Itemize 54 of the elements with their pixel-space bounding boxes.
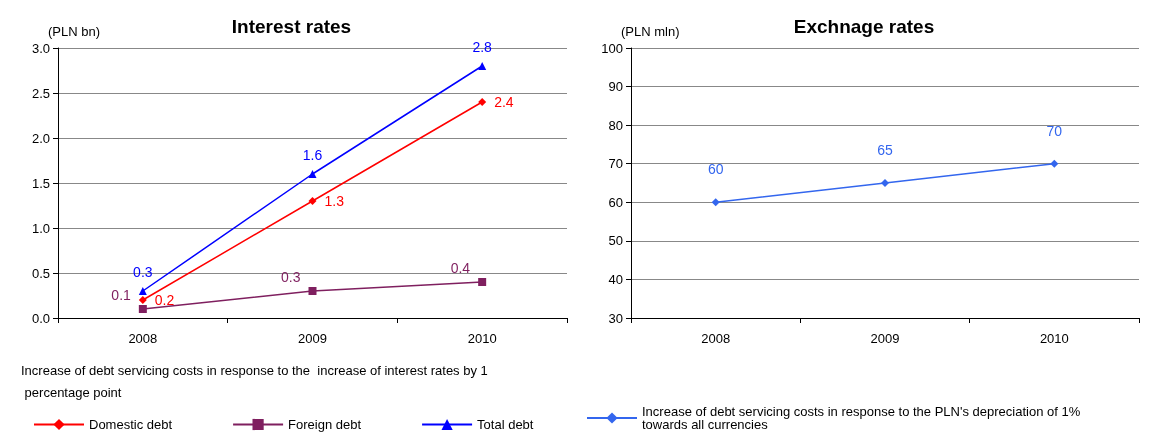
x-tick-label: 2010 xyxy=(467,331,497,346)
y-tick-label: 50 xyxy=(608,233,623,249)
y-tick-label: 0.5 xyxy=(31,265,50,281)
y-axis-title: (PLN mln) xyxy=(621,24,680,39)
x-tick-label: 2010 xyxy=(1039,331,1069,346)
legend-label: Increase of debt servicing costs in response to the PLN's depreciation of 1% towards all currencies xyxy=(642,404,1084,432)
y-tick-label: 1.5 xyxy=(31,175,50,191)
point xyxy=(881,179,889,187)
data-label: 0.1 xyxy=(111,287,132,303)
data-label: 0.3 xyxy=(133,264,153,280)
point xyxy=(308,197,317,205)
legend-label: Foreign debt xyxy=(288,417,362,432)
data-label: 0.3 xyxy=(281,269,301,285)
point xyxy=(478,98,487,106)
point xyxy=(478,278,487,286)
legend-label: Total debt xyxy=(477,417,534,432)
y-axis-title: (PLN bn) xyxy=(48,24,101,39)
point xyxy=(1050,159,1059,168)
chart-title: Exchnage rates xyxy=(793,16,935,37)
x-tick-label: 2009 xyxy=(298,331,327,346)
y-tick-label: 2.0 xyxy=(31,130,50,146)
data-label: 1.6 xyxy=(302,147,323,163)
y-tick-label: 80 xyxy=(608,117,623,133)
point xyxy=(308,170,317,178)
point xyxy=(478,62,487,70)
y-tick-label: 60 xyxy=(608,194,623,210)
y-tick-label: 2.5 xyxy=(31,85,50,101)
y-tick-label: 3.0 xyxy=(31,40,50,56)
point xyxy=(138,296,147,304)
chart-title: Interest rates xyxy=(231,16,352,37)
x-tick-label: 2008 xyxy=(701,331,731,346)
data-label: 2.4 xyxy=(494,94,514,110)
y-tick-label: 70 xyxy=(608,156,623,172)
data-label: 70 xyxy=(1046,122,1063,139)
data-label: 0.2 xyxy=(154,292,175,308)
data-label: 65 xyxy=(877,142,893,158)
x-tick-label: 2008 xyxy=(128,331,158,346)
y-tick-label: 90 xyxy=(608,79,623,95)
y-tick-label: 1.0 xyxy=(31,220,50,236)
data-label: 0.4 xyxy=(450,260,471,276)
point xyxy=(308,287,317,295)
legend-title: Increase of debt servicing costs in response to the increase of interest rates by 1 percentage point xyxy=(21,362,488,400)
data-label: 2.8 xyxy=(472,39,493,55)
y-tick-label: 40 xyxy=(608,271,623,287)
x-tick-label: 2009 xyxy=(870,331,900,346)
data-label: 60 xyxy=(707,161,724,178)
point xyxy=(138,287,147,295)
y-tick-label: 0.0 xyxy=(31,310,50,326)
y-tick-label: 100 xyxy=(601,40,623,56)
y-tick-label: 30 xyxy=(608,310,623,326)
point xyxy=(138,305,147,313)
point xyxy=(711,198,720,207)
legend-label: Domestic debt xyxy=(89,417,173,432)
data-label: 1.3 xyxy=(324,193,345,209)
